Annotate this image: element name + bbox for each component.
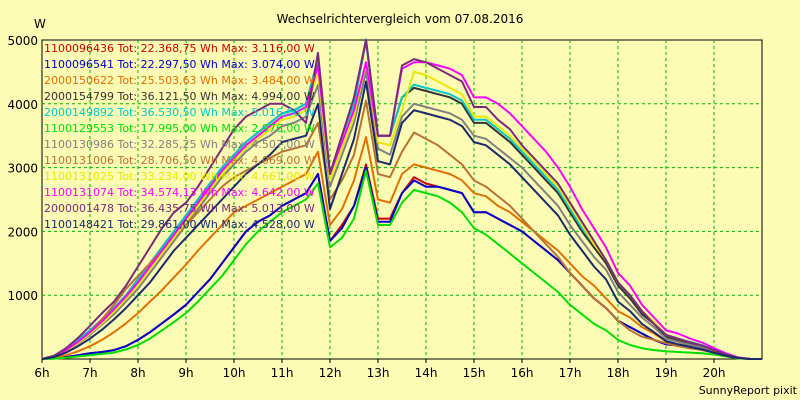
x-tick-label: 7h: [82, 366, 97, 380]
x-tick-label: 18h: [607, 366, 630, 380]
series-line: [41, 80, 762, 360]
series-line: [41, 39, 762, 360]
legend-entry: 1100129553 Tot: 17.995,00 Wh Max: 2.976,…: [44, 122, 315, 135]
series-line: [41, 166, 762, 360]
x-tick-label: 14h: [415, 366, 438, 380]
x-tick-label: 10h: [223, 366, 246, 380]
x-tick-label: 15h: [463, 366, 486, 380]
legend-entry: 2000149892 Tot: 36.530,50 Wh Max: 5.016,…: [44, 106, 315, 119]
series-line: [41, 70, 762, 360]
x-tick-label: 19h: [655, 366, 678, 380]
legend-entry: 2000150622 Tot: 25.503,63 Wh Max: 3.484,…: [44, 74, 315, 87]
plot-area: [41, 39, 763, 360]
y-tick-label: 2000: [7, 225, 38, 239]
series-line: [41, 169, 762, 360]
axis-ticks: 6h 7h 8h 9h 10h 11h 12h 13h 14h 15h 16h 17h 18h 19h 20…: [7, 34, 725, 380]
x-tick-label: 12h: [319, 366, 342, 380]
x-tick-label: 6h: [34, 366, 49, 380]
x-tick-label: 9h: [178, 366, 193, 380]
footer-credit: SunnyReport pixit: [699, 384, 798, 397]
legend-entry: 1100130986 Tot: 32.285,25 Wh Max: 4.507,…: [44, 138, 315, 151]
grid: [42, 40, 762, 359]
legend-entry: 1100148421 Tot: 29.861,00 Wh Max: 4.528,…: [44, 218, 315, 231]
y-tick-label: 4000: [7, 98, 38, 112]
legend-entry: 1100096541 Tot: 22.297,50 Wh Max: 3.074,…: [44, 58, 315, 71]
x-tick-label: 16h: [511, 366, 534, 380]
legend-entry: 2000001478 Tot: 36.435,75 Wh Max: 5.013,…: [44, 202, 315, 215]
x-tick-label: 11h: [271, 366, 294, 380]
series-lines: [41, 38, 762, 360]
y-axis-label: W: [34, 17, 46, 31]
x-tick-label: 17h: [559, 366, 582, 380]
chart-title: Wechselrichtervergleich vom 07.08.2016: [277, 12, 524, 26]
y-tick-label: 3000: [7, 162, 38, 176]
legend-entry: 1100131025 Tot: 33.234,00 Wh Max: 4.661,…: [44, 170, 315, 183]
x-tick-label: 20h: [703, 366, 726, 380]
legend-entry: 1100096436 Tot: 22.368,75 Wh Max: 3.116,…: [44, 42, 315, 55]
x-tick-label: 8h: [130, 366, 145, 380]
legend-entry: 1100131074 Tot: 34.574,13 Wh Max: 4.642,…: [44, 186, 315, 199]
y-tick-label: 1000: [7, 289, 38, 303]
legend-entry: 2000154799 Tot: 36.121,50 Wh Max: 4.994,…: [44, 90, 315, 103]
y-tick-label: 5000: [7, 34, 38, 48]
series-line: [41, 136, 762, 360]
x-tick-label: 13h: [367, 366, 390, 380]
legend: 1100096436 Tot: 22.368,75 Wh Max: 3.116,…: [44, 42, 315, 231]
legend-entry: 1100131006 Tot: 28.706,50 Wh Max: 4.069,…: [44, 154, 315, 167]
